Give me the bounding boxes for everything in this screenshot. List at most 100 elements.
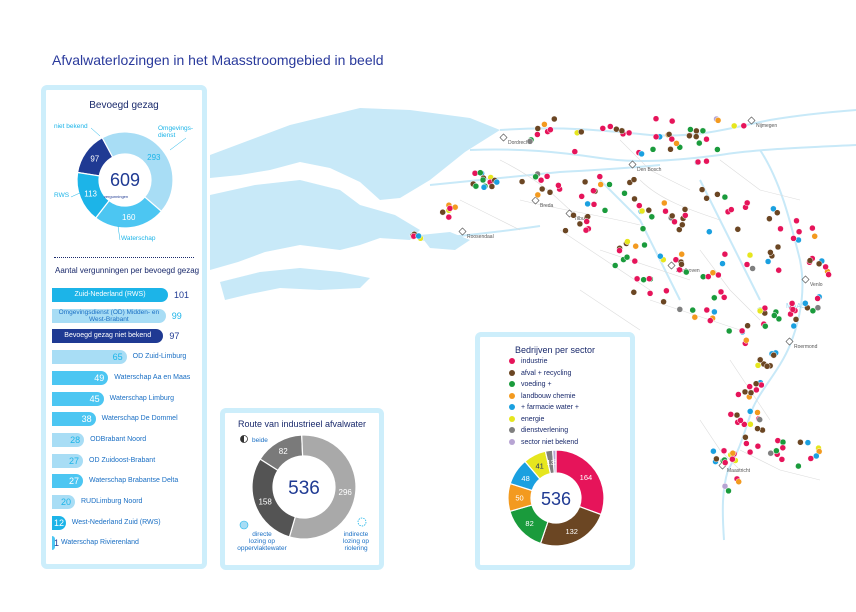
- company-marker[interactable]: [613, 125, 620, 133]
- company-marker[interactable]: [621, 190, 628, 197]
- company-marker[interactable]: [451, 203, 459, 211]
- company-marker[interactable]: [673, 140, 680, 147]
- company-marker[interactable]: [743, 199, 751, 207]
- company-marker[interactable]: [687, 126, 694, 133]
- company-marker[interactable]: [645, 206, 653, 214]
- company-marker[interactable]: [733, 411, 741, 419]
- company-marker[interactable]: [679, 221, 686, 229]
- company-marker[interactable]: [738, 327, 746, 335]
- company-marker[interactable]: [735, 391, 742, 398]
- company-marker[interactable]: [747, 389, 755, 397]
- company-marker[interactable]: [671, 218, 678, 226]
- company-marker[interactable]: [518, 178, 526, 185]
- company-marker[interactable]: [641, 241, 648, 249]
- company-marker[interactable]: [623, 253, 631, 261]
- company-marker[interactable]: [790, 322, 798, 330]
- company-marker[interactable]: [439, 208, 446, 216]
- company-marker[interactable]: [562, 227, 569, 234]
- company-marker[interactable]: [802, 300, 809, 307]
- company-marker[interactable]: [676, 226, 683, 233]
- company-marker[interactable]: [471, 170, 479, 177]
- company-marker[interactable]: [778, 456, 786, 463]
- company-marker[interactable]: [676, 306, 684, 313]
- company-marker[interactable]: [537, 176, 545, 184]
- company-marker[interactable]: [740, 122, 748, 130]
- company-marker[interactable]: [596, 173, 604, 180]
- company-marker[interactable]: [646, 290, 654, 297]
- company-marker[interactable]: [639, 225, 647, 232]
- company-marker[interactable]: [638, 150, 645, 158]
- company-marker[interactable]: [649, 146, 657, 153]
- company-marker[interactable]: [714, 146, 721, 153]
- company-marker[interactable]: [606, 181, 613, 188]
- company-marker[interactable]: [752, 380, 760, 387]
- company-marker[interactable]: [807, 455, 815, 462]
- company-marker[interactable]: [742, 434, 749, 441]
- company-marker[interactable]: [668, 117, 676, 125]
- company-marker[interactable]: [705, 273, 712, 280]
- company-marker[interactable]: [774, 209, 781, 216]
- company-marker[interactable]: [715, 271, 722, 279]
- company-marker[interactable]: [582, 226, 590, 234]
- company-marker[interactable]: [822, 263, 829, 271]
- company-marker[interactable]: [590, 201, 598, 208]
- company-marker[interactable]: [806, 257, 814, 264]
- company-marker[interactable]: [809, 307, 817, 315]
- company-marker[interactable]: [719, 260, 726, 267]
- company-marker[interactable]: [678, 261, 685, 268]
- company-marker[interactable]: [737, 417, 744, 424]
- company-marker[interactable]: [792, 316, 800, 323]
- company-marker[interactable]: [788, 300, 796, 307]
- company-marker[interactable]: [743, 261, 751, 268]
- company-marker[interactable]: [767, 449, 774, 457]
- company-marker[interactable]: [581, 178, 589, 186]
- company-marker[interactable]: [717, 288, 725, 296]
- company-marker[interactable]: [720, 447, 728, 455]
- company-marker[interactable]: [640, 276, 647, 283]
- company-marker[interactable]: [709, 269, 717, 276]
- company-marker[interactable]: [766, 215, 773, 222]
- company-marker[interactable]: [696, 139, 703, 147]
- company-marker[interactable]: [480, 184, 488, 191]
- company-marker[interactable]: [744, 322, 751, 329]
- company-marker[interactable]: [657, 252, 664, 260]
- company-marker[interactable]: [611, 262, 619, 269]
- company-marker[interactable]: [526, 138, 534, 145]
- company-marker[interactable]: [570, 212, 577, 219]
- company-marker[interactable]: [795, 462, 802, 470]
- company-marker[interactable]: [534, 125, 542, 132]
- company-marker[interactable]: [746, 448, 754, 456]
- company-marker[interactable]: [754, 362, 762, 369]
- company-marker[interactable]: [813, 452, 820, 460]
- company-marker[interactable]: [713, 455, 720, 463]
- company-marker[interactable]: [811, 233, 818, 240]
- company-marker[interactable]: [767, 249, 774, 256]
- company-marker[interactable]: [743, 337, 750, 344]
- company-marker[interactable]: [652, 115, 660, 122]
- company-marker[interactable]: [714, 191, 721, 198]
- company-marker[interactable]: [770, 351, 777, 359]
- company-marker[interactable]: [728, 206, 735, 213]
- company-marker[interactable]: [729, 455, 736, 463]
- company-marker[interactable]: [625, 129, 633, 137]
- company-marker[interactable]: [790, 235, 797, 242]
- company-marker[interactable]: [543, 173, 551, 180]
- company-marker[interactable]: [631, 257, 639, 265]
- company-marker[interactable]: [681, 206, 689, 213]
- company-marker[interactable]: [472, 182, 480, 190]
- company-marker[interactable]: [773, 447, 780, 455]
- company-marker[interactable]: [741, 388, 749, 396]
- company-marker[interactable]: [746, 251, 754, 259]
- company-marker[interactable]: [667, 146, 674, 153]
- company-marker[interactable]: [775, 315, 783, 323]
- company-marker[interactable]: [710, 447, 717, 455]
- company-marker[interactable]: [814, 304, 822, 311]
- company-marker[interactable]: [706, 228, 713, 235]
- company-marker[interactable]: [753, 386, 760, 394]
- company-marker[interactable]: [663, 287, 670, 295]
- company-marker[interactable]: [446, 205, 454, 212]
- company-marker[interactable]: [662, 207, 669, 215]
- company-marker[interactable]: [756, 307, 764, 315]
- company-marker[interactable]: [764, 258, 772, 265]
- company-marker[interactable]: [703, 135, 710, 143]
